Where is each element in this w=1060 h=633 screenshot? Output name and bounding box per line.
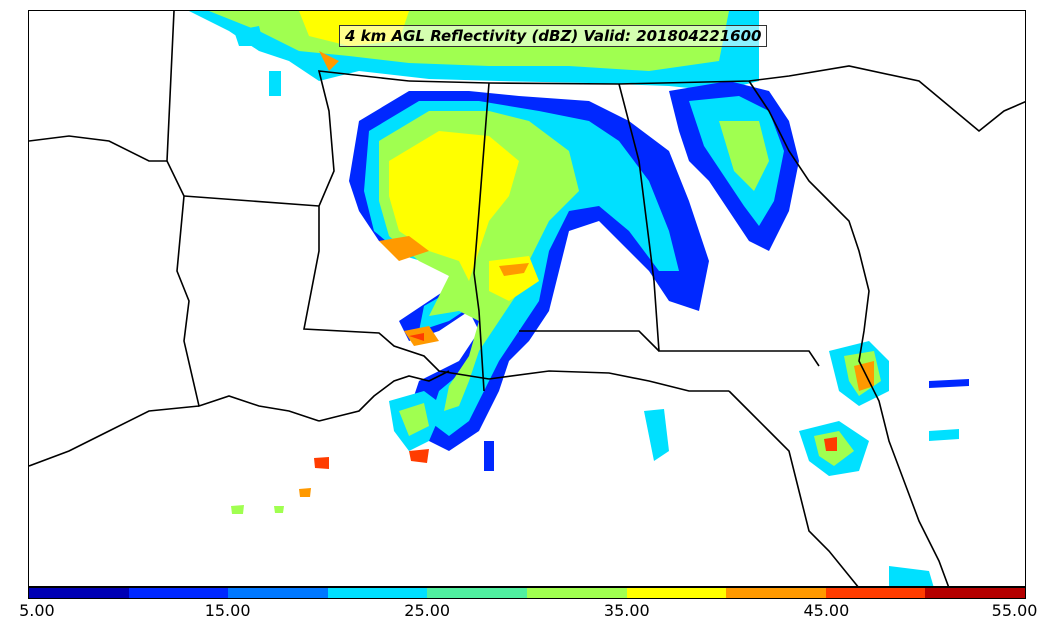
colorbar-tick-label: 35.00 bbox=[603, 601, 650, 620]
map-title: 4 km AGL Reflectivity (dBZ) Valid: 20180… bbox=[339, 25, 768, 47]
state-boundaries bbox=[29, 11, 1025, 586]
colorbar-segment bbox=[526, 588, 627, 598]
reflectivity-map bbox=[29, 11, 1025, 586]
colorbar-tick-label: 5.00 bbox=[19, 601, 55, 620]
colorbar-segment bbox=[29, 588, 129, 598]
map-frame: 4 km AGL Reflectivity (dBZ) Valid: 20180… bbox=[28, 10, 1026, 587]
colorbar-tick-label: 55.00 bbox=[991, 601, 1038, 620]
colorbar-segment bbox=[427, 588, 527, 598]
colorbar-tick-label: 45.00 bbox=[803, 601, 850, 620]
colorbar-tick-label: 15.00 bbox=[204, 601, 251, 620]
colorbar-segment bbox=[825, 588, 926, 598]
colorbar-segment bbox=[228, 588, 328, 598]
colorbar-tick-label: 25.00 bbox=[404, 601, 451, 620]
colorbar bbox=[28, 587, 1026, 599]
colorbar-segment bbox=[726, 588, 826, 598]
colorbar-segment bbox=[128, 588, 229, 598]
reflectivity-echoes bbox=[189, 11, 969, 586]
colorbar-segment bbox=[925, 588, 1025, 598]
colorbar-segment bbox=[327, 588, 428, 598]
colorbar-segment bbox=[626, 588, 727, 598]
